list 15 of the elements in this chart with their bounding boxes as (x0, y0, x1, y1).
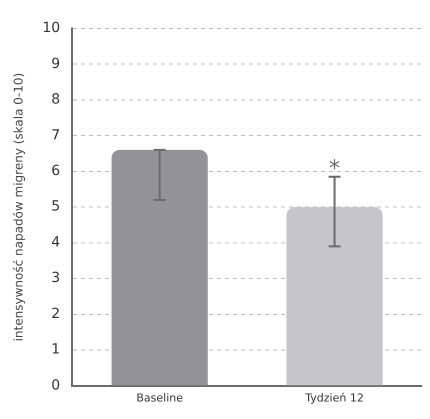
y-tick-label: 9 (51, 56, 60, 72)
annotation: * (329, 156, 340, 182)
y-tick-label: 5 (51, 198, 60, 215)
y-axis-title: intensywność napadów migreny (skala 0-10) (11, 72, 26, 342)
y-tick-label: 3 (51, 270, 60, 286)
y-tick-label: 1 (51, 342, 60, 358)
y-tick-label: 0 (51, 377, 60, 394)
y-tick-label: 4 (51, 234, 60, 250)
y-tick-label: 2 (51, 306, 60, 322)
y-tick-label: 10 (42, 20, 60, 36)
y-tick-label: 6 (51, 163, 60, 179)
x-tick-label: Baseline (136, 391, 184, 404)
y-tick-label: 8 (51, 92, 60, 108)
y-tick-label: 7 (51, 127, 60, 144)
x-tick-label: Tydzień 12 (304, 391, 364, 404)
